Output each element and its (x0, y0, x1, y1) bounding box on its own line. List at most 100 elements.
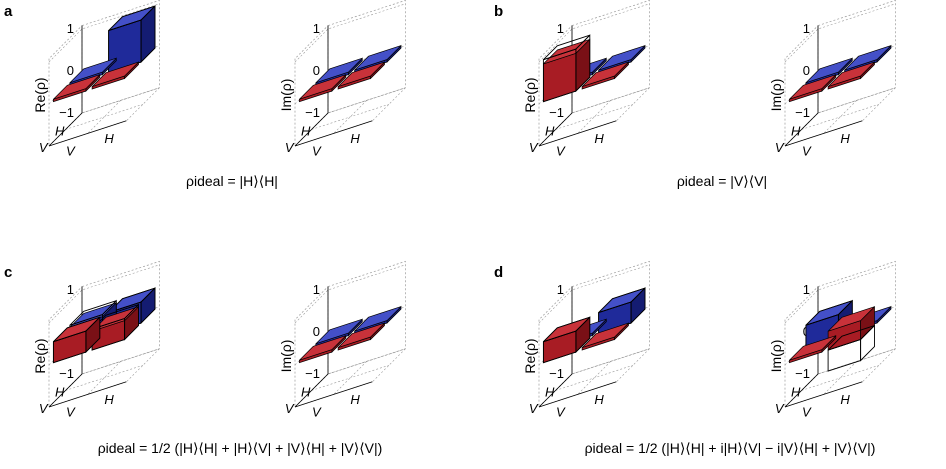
col-tick-label: H (350, 131, 360, 146)
back-wall (571, 260, 650, 375)
bar-top-face (789, 74, 837, 100)
floor-grid (817, 87, 896, 114)
col-tick-label: V (66, 405, 76, 420)
z-tick-label: 0 (313, 324, 320, 339)
row-axis (48, 112, 83, 147)
col-tick-label: V (66, 144, 76, 159)
bar-top-face (354, 45, 402, 71)
floor-grid (555, 104, 633, 130)
grid-line (538, 348, 650, 408)
panel-label: a (4, 3, 13, 20)
col-tick-label: V (802, 405, 812, 420)
row-tick-label: V (285, 401, 295, 416)
y-axis-label: Im(ρ) (278, 79, 294, 112)
floor-grid (311, 365, 389, 391)
col-tick-label: V (802, 144, 812, 159)
bar-top-face (354, 306, 402, 332)
floor-grid (65, 365, 143, 391)
row-tick-label: H (545, 384, 555, 399)
bar-top-face (337, 61, 385, 87)
z-tick-label: 1 (557, 21, 564, 36)
caption: ρideal = |V⟩⟨V| (677, 173, 767, 189)
bar-top-face (315, 57, 363, 84)
bar-top-face (315, 318, 363, 345)
col-tick-label: H (840, 131, 850, 146)
caption: ρideal = 1/2 (|H⟩⟨H| + i|H⟩⟨V| − i|V⟩⟨H|… (585, 440, 876, 456)
floor-grid (81, 87, 160, 114)
bar-top-face (91, 61, 139, 87)
row-tick-label: H (55, 123, 65, 138)
row-axis (294, 112, 329, 147)
bar-top-face (299, 335, 347, 361)
y-axis-label: Im(ρ) (768, 340, 784, 373)
z-tick-label: 0 (803, 63, 810, 78)
z-tick-label: −1 (795, 366, 810, 381)
back-wall (327, 0, 406, 114)
z-tick-label: −1 (59, 366, 74, 381)
floor-grid (327, 348, 406, 375)
col-tick-label: H (350, 392, 360, 407)
row-axis (538, 373, 573, 408)
row-tick-label: V (39, 401, 49, 416)
grid-line (48, 264, 160, 324)
z-tick-label: −1 (549, 105, 564, 120)
ideal-outline-side (860, 324, 875, 362)
ideal-outline-side (575, 34, 591, 93)
floor-grid (571, 348, 650, 375)
bar-top-face (827, 306, 875, 332)
z-tick-label: 1 (313, 282, 320, 297)
ideal-outline-side (630, 287, 646, 325)
col-axis (784, 381, 863, 408)
grid-line (538, 3, 650, 63)
row-tick-label: V (775, 401, 785, 416)
grid-line (294, 264, 406, 324)
bar-top-face (827, 61, 875, 87)
y-axis-label: Re(ρ) (522, 77, 538, 112)
row-tick-label: H (545, 123, 555, 138)
grid-line (294, 348, 406, 408)
col-tick-label: H (594, 131, 604, 146)
floor-grid (801, 104, 879, 130)
row-tick-label: H (301, 384, 311, 399)
ideal-outline-side (140, 5, 156, 64)
back-wall (81, 260, 160, 375)
row-axis (784, 112, 819, 147)
col-tick-label: H (594, 392, 604, 407)
z-tick-label: −1 (305, 366, 320, 381)
z-tick-label: −1 (549, 366, 564, 381)
col-tick-label: V (556, 144, 566, 159)
bar-top-face (598, 45, 646, 71)
col-tick-label: H (104, 131, 114, 146)
z-tick-label: 1 (803, 21, 810, 36)
col-axis (294, 120, 373, 147)
row-tick-label: V (39, 140, 49, 155)
row-axis (48, 373, 83, 408)
bar-top-face (53, 74, 101, 100)
z-tick-label: 0 (313, 63, 320, 78)
row-tick-label: H (791, 384, 801, 399)
row-tick-label: V (775, 140, 785, 155)
col-tick-label: V (556, 405, 566, 420)
row-tick-label: V (529, 401, 539, 416)
col-tick-label: V (312, 405, 322, 420)
bar-top-face (337, 322, 385, 348)
col-axis (48, 120, 127, 147)
grid-line (538, 87, 650, 147)
back-wall (327, 260, 406, 375)
z-tick-label: 0 (67, 63, 74, 78)
floor-grid (327, 87, 406, 114)
ideal-outline-side (124, 303, 139, 341)
y-axis-label: Re(ρ) (522, 338, 538, 373)
col-axis (538, 381, 617, 408)
col-axis (538, 120, 617, 147)
floor-grid (801, 365, 879, 391)
z-tick-label: −1 (59, 105, 74, 120)
z-tick-label: 1 (313, 21, 320, 36)
